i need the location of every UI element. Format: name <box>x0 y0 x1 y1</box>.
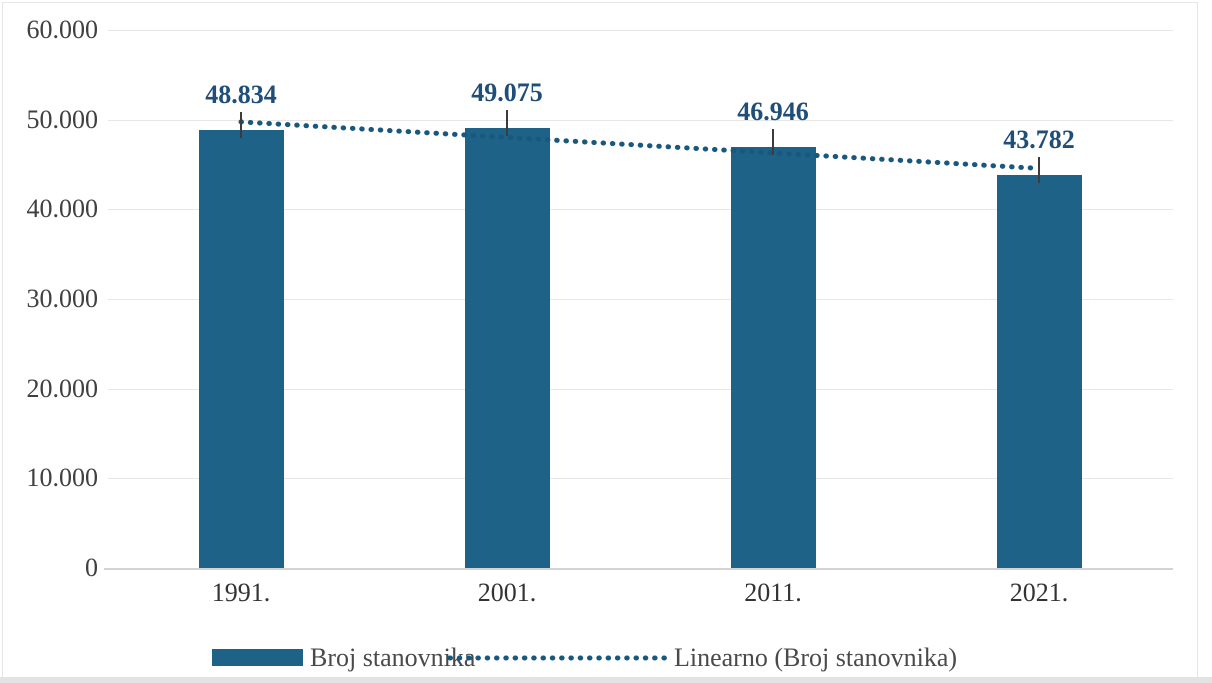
legend-label-linearno: Linearno (Broj stanovnika) <box>674 643 958 672</box>
x-axis-line <box>104 568 1173 570</box>
figure-bottom-edge <box>0 677 1212 683</box>
bar-2011 <box>730 147 816 568</box>
data-label-2011: 46.946 <box>737 97 809 127</box>
y-axis-tick-label: 10.000 <box>26 463 99 492</box>
x-axis-label-1991: 1991. <box>211 578 271 607</box>
data-label-2001: 49.075 <box>471 77 543 107</box>
x-axis-label-2011: 2011. <box>744 578 802 607</box>
gridline-10000 <box>108 478 1173 479</box>
y-axis-tick-label: 60.000 <box>26 15 99 44</box>
bar-1991 <box>198 130 284 568</box>
legend-bar-swatch <box>212 649 303 666</box>
data-label-2021: 43.782 <box>1003 125 1075 155</box>
gridline-50000 <box>108 120 1173 121</box>
bar-2021 <box>996 175 1082 568</box>
x-axis-label-2001: 2001. <box>477 578 537 607</box>
y-axis-tick-label: 0 <box>85 553 98 582</box>
gridline-60000 <box>108 30 1173 31</box>
bar-2001 <box>464 127 550 568</box>
gridline-20000 <box>108 389 1173 390</box>
data-label-leader-line <box>772 129 774 156</box>
y-axis-tick-label: 40.000 <box>26 194 99 223</box>
y-axis-tick-label: 50.000 <box>26 105 99 134</box>
y-axis-tick-label: 30.000 <box>26 284 99 313</box>
data-label-leader-line <box>240 112 242 139</box>
data-label-leader-line <box>1038 157 1040 184</box>
data-label-1991: 48.834 <box>205 80 277 110</box>
y-axis-tick-label: 20.000 <box>26 374 99 403</box>
gridline-40000 <box>108 209 1173 210</box>
gridline-30000 <box>108 299 1173 300</box>
data-label-leader-line <box>506 109 508 136</box>
x-axis-label-2021: 2021. <box>1009 578 1069 607</box>
